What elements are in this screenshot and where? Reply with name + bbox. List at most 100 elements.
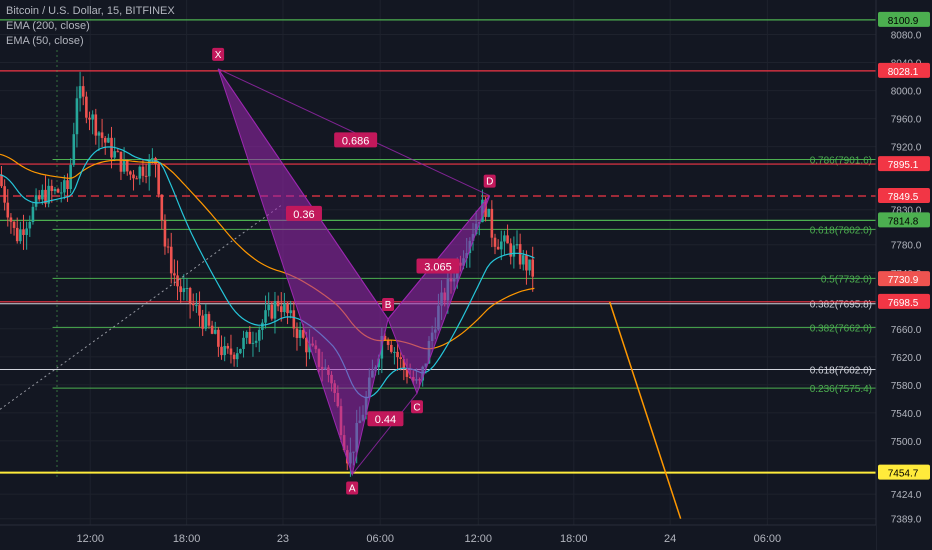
price-tag-badge xyxy=(878,293,930,309)
fib-level-label: 0.5(7732.0) xyxy=(821,274,872,285)
candle-body xyxy=(239,348,242,354)
candle-body xyxy=(173,273,176,276)
price-tick-label: 7830.0 xyxy=(891,206,922,217)
trendlines xyxy=(0,203,682,519)
candle-body xyxy=(198,305,201,316)
candle-body xyxy=(223,345,226,356)
candle-body xyxy=(85,96,88,118)
price-tag-label: 7698.5 xyxy=(888,298,919,309)
candle-body xyxy=(204,314,208,329)
harmonic-point-label: X xyxy=(215,50,222,61)
price-tick-label: 7500.0 xyxy=(891,437,922,448)
candle-body xyxy=(213,329,217,334)
price-tick-label: 8080.0 xyxy=(891,31,922,42)
candle-body xyxy=(402,358,406,369)
chart-grid xyxy=(0,0,876,525)
candle-body xyxy=(188,288,192,304)
time-axis[interactable]: 12:00 18:00 23 06:00 12:00 18:00 24 06:00 xyxy=(0,524,876,550)
candle-body xyxy=(248,331,252,344)
ema50-legend[interactable]: EMA (50, close) xyxy=(6,35,84,47)
fib-level-label: 0.786(7901.6) xyxy=(810,156,872,167)
harmonic-ratio-badge xyxy=(416,258,460,274)
fib-level-label: 0.618(7602.0) xyxy=(810,365,872,376)
candle-body xyxy=(9,217,13,222)
candle-body xyxy=(267,304,270,311)
price-tick-label: 8000.0 xyxy=(891,87,922,98)
candle-body xyxy=(113,151,116,158)
harmonic-ratio-label: 0.44 xyxy=(375,414,396,426)
price-tag-badge xyxy=(878,62,930,78)
candle-body xyxy=(94,114,98,136)
candle-body xyxy=(138,166,142,179)
candle-body xyxy=(235,353,239,360)
price-tag-badge xyxy=(878,188,930,204)
candle-body xyxy=(110,137,113,158)
harmonic-xab-triangle xyxy=(217,68,389,477)
time-tick-label: 06:00 xyxy=(754,533,782,545)
candle-body xyxy=(295,328,299,338)
projection-line xyxy=(608,301,682,519)
candle-body xyxy=(521,255,525,265)
candle-body xyxy=(144,175,148,177)
price-tick-label: 7540.0 xyxy=(891,409,922,420)
harmonic-ratio-label: 0.36 xyxy=(293,209,314,221)
candle-body xyxy=(53,189,57,191)
candle-body xyxy=(515,244,519,246)
symbol-title[interactable]: Bitcoin / U.S. Dollar, 15, BITFINEX xyxy=(6,5,175,17)
candle-body xyxy=(160,194,164,221)
candle-body xyxy=(242,337,245,349)
price-axis[interactable]: 8080.08040.08000.07960.07920.07830.07780… xyxy=(875,0,932,550)
candle-body xyxy=(185,288,189,290)
candle-body xyxy=(261,322,264,330)
candle-body xyxy=(276,301,280,307)
candle-body xyxy=(264,310,267,323)
candle-body xyxy=(119,151,123,172)
candle-body xyxy=(75,98,79,135)
candle-body xyxy=(289,310,292,314)
candle-body xyxy=(490,208,494,238)
harmonic-ratio-badge xyxy=(367,411,404,427)
candle-body xyxy=(28,221,32,229)
candle-body xyxy=(88,117,91,120)
candle-body xyxy=(399,357,402,359)
price-tag-badge xyxy=(878,156,930,172)
candle-body xyxy=(56,189,60,193)
candle-body xyxy=(257,329,261,341)
candle-body xyxy=(270,304,274,319)
harmonic-pattern[interactable]: X A B C D 0.686 0.36 3.065 0.44 xyxy=(212,47,496,495)
candle-body xyxy=(308,343,311,353)
ema-lines xyxy=(0,146,535,399)
candle-body xyxy=(34,195,38,207)
candle-body xyxy=(525,255,528,271)
price-tick-label: 7389.0 xyxy=(891,515,922,526)
price-tick-label: 7660.0 xyxy=(891,325,922,336)
candle-body xyxy=(283,303,286,313)
candle-body xyxy=(273,301,277,319)
price-tag-label: 7730.9 xyxy=(888,275,919,286)
price-tag-badge xyxy=(878,464,930,480)
candle-body xyxy=(163,220,167,247)
candle-body xyxy=(19,229,22,242)
time-axis-background xyxy=(0,525,876,550)
harmonic-point-badge xyxy=(346,481,359,495)
harmonic-ratio-badge xyxy=(334,132,378,148)
candle-body xyxy=(44,189,47,204)
harmonic-point-label: B xyxy=(385,300,392,311)
candle-body xyxy=(207,314,211,326)
candle-body xyxy=(22,229,25,235)
ema200-legend[interactable]: EMA (200, close) xyxy=(6,20,90,32)
price-tag-label: 7454.7 xyxy=(888,469,919,480)
harmonic-ratio-label: 0.686 xyxy=(342,135,370,147)
candle-body xyxy=(487,208,491,217)
candle-body xyxy=(47,185,50,204)
ema-200-line xyxy=(0,153,535,350)
harmonic-leg xyxy=(351,392,418,475)
candle-body xyxy=(91,114,94,120)
candle-body xyxy=(72,134,76,165)
candle-body xyxy=(31,206,35,222)
price-tag-badge xyxy=(878,271,930,287)
harmonic-leg xyxy=(217,68,490,197)
candle-body xyxy=(531,259,535,277)
chart-legend: Bitcoin / U.S. Dollar, 15, BITFINEX EMA … xyxy=(6,4,175,49)
